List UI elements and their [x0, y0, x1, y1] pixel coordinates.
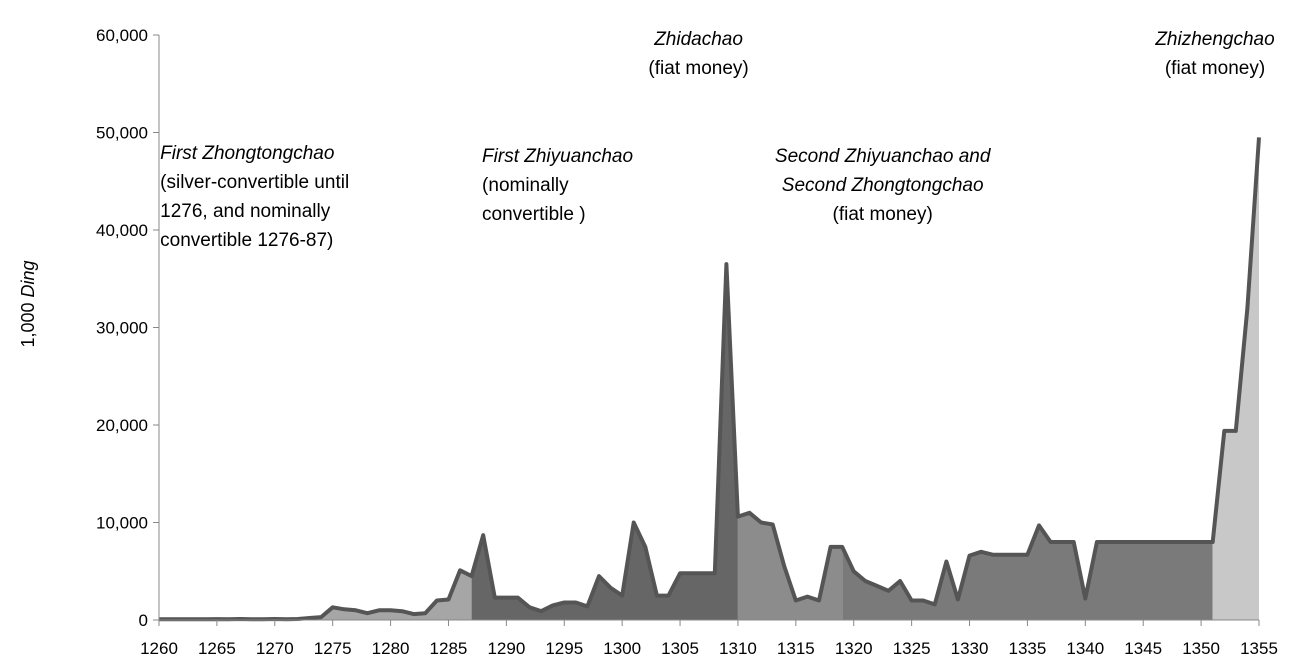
x-tick-label: 1325 — [893, 639, 931, 658]
x-tick-label: 1350 — [1182, 639, 1220, 658]
x-tick-label: 1300 — [603, 639, 641, 658]
annotation-first-zhongtongchao: First Zhongtongchao (silver-convertible u… — [160, 143, 349, 251]
y-tick-label: 40,000 — [96, 221, 148, 240]
y-tick-label: 30,000 — [96, 319, 148, 338]
x-tick-label: 1320 — [835, 639, 873, 658]
area-region-4 — [842, 525, 1213, 620]
x-tick-label: 1315 — [777, 639, 815, 658]
y-axis-title-unit: Ding — [18, 260, 38, 297]
annotation-line: Zhidachao — [653, 29, 743, 50]
annotation-line: Zhizhengchao — [1154, 29, 1274, 50]
annotation-line: (fiat money) — [648, 58, 748, 79]
area-regions — [159, 137, 1259, 620]
y-axis-title-prefix: 1,000 — [18, 297, 38, 347]
annotation-line: (fiat money) — [833, 204, 933, 225]
x-tick-label: 1305 — [661, 639, 699, 658]
annotation-zhizhengchao: Zhizhengchao (fiat money) — [1154, 29, 1274, 79]
annotation-line: Second Zhiyuanchao and — [775, 146, 992, 167]
y-tick-label: 20,000 — [96, 416, 148, 435]
annotation-line: Second Zhongtongchao — [782, 175, 984, 196]
area-region-3 — [737, 512, 843, 620]
x-tick-label: 1345 — [1124, 639, 1162, 658]
y-tick-label: 0 — [139, 611, 148, 630]
x-tick-label: 1335 — [1009, 639, 1047, 658]
y-tick-label: 50,000 — [96, 124, 148, 143]
y-tick-label: 10,000 — [96, 514, 148, 533]
x-tick-label: 1340 — [1066, 639, 1104, 658]
annotation-zhidachao: Zhidachao (fiat money) — [648, 29, 748, 79]
series-line — [159, 137, 1261, 622]
y-tick-label: 60,000 — [96, 26, 148, 45]
annotation-first-zhiyuanchao: First Zhiyuanchao (nominally convertible ) — [482, 146, 633, 225]
annotation-line: (nominally — [482, 175, 569, 196]
annotation-line: convertible 1276-87) — [160, 230, 333, 251]
annotation-line: (fiat money) — [1165, 58, 1265, 79]
area-region-5 — [1212, 137, 1259, 620]
x-tick-label: 1270 — [256, 639, 294, 658]
x-tick-label: 1330 — [951, 639, 989, 658]
annotation-line: convertible ) — [482, 204, 585, 225]
x-tick-label: 1265 — [198, 639, 236, 658]
annotation-line: 1276, and nominally — [160, 201, 331, 222]
x-tick-label: 1355 — [1240, 639, 1278, 658]
annotations: First Zhongtongchao (silver-convertible u… — [160, 29, 1275, 251]
x-tick-label: 1260 — [140, 639, 178, 658]
x-axis: 1260 1265 1270 1275 1280 1285 1290 1295 1300 1305… — [140, 620, 1278, 658]
x-tick-label: 1275 — [314, 639, 352, 658]
annotation-line: First Zhongtongchao — [160, 143, 334, 164]
x-tick-label: 1310 — [719, 639, 757, 658]
x-tick-label: 1295 — [545, 639, 583, 658]
y-axis-title: 1,000 Ding — [18, 260, 38, 347]
annotation-line: (silver-convertible until — [160, 172, 349, 193]
area-region-1 — [159, 570, 472, 620]
area-region-2 — [471, 264, 738, 620]
annotation-second-zhiyuanchao: Second Zhiyuanchao and Second Zhongtongch… — [775, 146, 992, 225]
x-tick-label: 1280 — [372, 639, 410, 658]
annotation-line: First Zhiyuanchao — [482, 146, 633, 167]
x-tick-label: 1290 — [487, 639, 525, 658]
x-tick-label: 1285 — [430, 639, 468, 658]
y-axis: 0 10,000 20,000 30,000 40,000 50,000 60,000 — [96, 26, 159, 630]
